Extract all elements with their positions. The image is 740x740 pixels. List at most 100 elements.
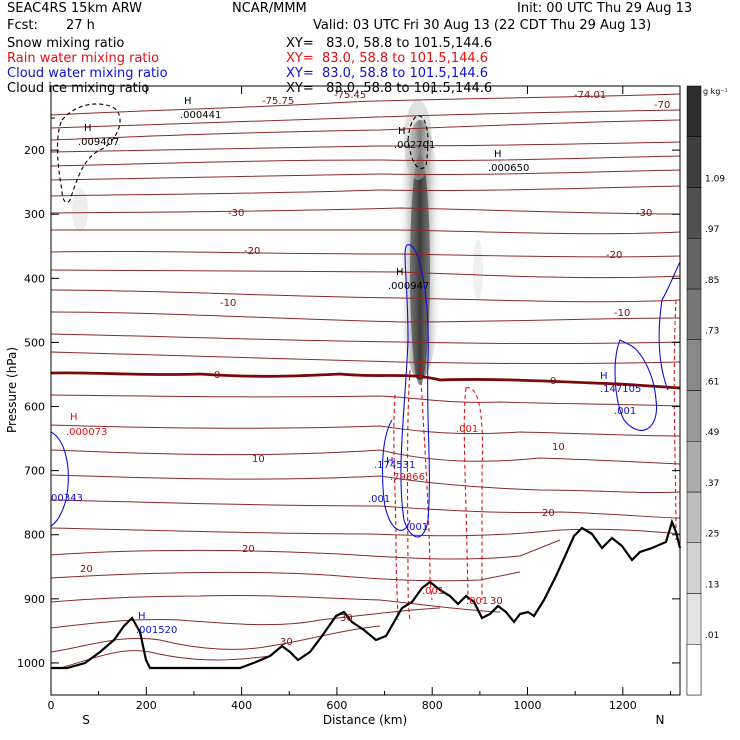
maximum-value-label: 00343 [51, 493, 83, 504]
temperature-isotherm [51, 571, 521, 582]
maximum-value-label: .001 [456, 424, 478, 435]
colorbar-bin [686, 542, 702, 594]
isotherm-label: 20 [242, 544, 255, 555]
temperature-isotherm [51, 250, 680, 258]
isotherm-label: -20 [244, 246, 260, 257]
maximum-value-label: .009407 [78, 137, 119, 148]
x-tick-label: 600 [326, 699, 347, 712]
isotherm-label: 30 [340, 613, 353, 624]
y-tick-label: 600 [24, 401, 45, 414]
colorbar-label: .49 [705, 428, 720, 438]
maximum-marker: H [494, 149, 502, 160]
cloud-water-contour [400, 244, 430, 538]
isotherm-label: 10 [552, 442, 565, 453]
maximum-value-label: .001520 [136, 625, 177, 636]
temperature-isotherm [51, 269, 680, 279]
colorbar-bin [686, 390, 702, 442]
y-tick-label: 200 [24, 144, 45, 157]
temperature-contours [51, 93, 680, 669]
maximum-value-label: .002701 [394, 140, 435, 151]
snow-contour [57, 103, 121, 203]
isotherm-label: -10 [220, 298, 236, 309]
colorbar-label: .85 [705, 276, 719, 286]
y-tick-label: 400 [24, 272, 45, 285]
field-xy-cloudice: XY= 83.0, 58.8 to 101.5,144.6 [286, 81, 493, 96]
isotherm-label: 30 [280, 637, 293, 648]
snow-contour [407, 115, 429, 169]
temperature-isotherm [51, 229, 680, 235]
colorbar-bin [686, 339, 702, 391]
x-tick-label: 1200 [609, 699, 637, 712]
rain-water-contour [393, 394, 399, 621]
x-axis: 0 200 400 600 800 1000 1200 [48, 86, 671, 712]
maximum-value-label: .000650 [488, 163, 529, 174]
temperature-isotherm [51, 119, 680, 141]
x-tick-label: 0 [48, 699, 55, 712]
temperature-isotherm [51, 474, 680, 494]
temperature-isotherm [51, 607, 441, 629]
init-time: Init: 00 UTC Thu 29 Aug 13 [517, 1, 693, 16]
temperature-isotherm [51, 351, 680, 364]
isotherm-label: 10 [252, 454, 265, 465]
isotherm-label: 0 [550, 376, 556, 387]
maximum-value-label: .001 [368, 494, 390, 505]
field-name-snow: Snow mixing ratio [7, 36, 125, 51]
temperature-isotherm [51, 499, 680, 519]
mixing-ratio-contours [51, 103, 680, 621]
temperature-isotherm [51, 93, 680, 116]
model-title: SEAC4RS 15km ARW [7, 1, 143, 16]
colorbar-bin [686, 187, 702, 239]
colorbar-label: .97 [705, 225, 719, 235]
field-xy-snow: XY= 83.0, 58.8 to 101.5,144.6 [286, 36, 493, 51]
isotherm-label: 0 [214, 370, 220, 381]
colorbar-bin [686, 491, 702, 543]
faint-shading-left [72, 188, 88, 232]
maximum-marker: H [398, 126, 406, 137]
maximum-value-label: .001 [422, 586, 444, 597]
fcst-label: Fcst: [7, 18, 38, 33]
colorbar-label: .61 [705, 377, 719, 387]
maximum-value-label: .147105 [600, 384, 641, 395]
cloud-water-contour [51, 431, 69, 527]
maximum-marker: H [138, 611, 146, 622]
temperature-isotherm [51, 424, 680, 437]
maximum-marker: H [386, 456, 394, 467]
isotherm-label: -74.01 [574, 90, 606, 101]
colorbar-label: 1.09 [705, 174, 725, 184]
valid-time: Valid: 03 UTC Fri 30 Aug 13 (22 CDT Thu … [313, 18, 652, 33]
fcst-value: 27 h [66, 18, 95, 33]
isotherm-label: 20 [80, 564, 93, 575]
colorbar-bin [686, 288, 702, 340]
x-end-label-north: N [656, 713, 665, 727]
temperature-isotherm [51, 311, 680, 323]
temperature-isotherm [51, 539, 561, 560]
colorbar-bin [686, 441, 702, 493]
temperature-isotherm [51, 625, 381, 653]
colorbar-label: .13 [705, 580, 719, 590]
colorbar-label: .37 [705, 479, 719, 489]
isotherm-label: -30 [636, 208, 652, 219]
plume-shading-core [410, 155, 430, 385]
rain-water-contour [406, 369, 411, 621]
isotherm-label: 30 [490, 596, 503, 607]
temperature-isotherm [51, 449, 680, 465]
cloud-water-contour [614, 339, 658, 431]
y-axis-label: Pressure (hPa) [5, 347, 19, 433]
maximum-marker: H [600, 371, 608, 382]
colorbar-unit: g kg⁻¹ [703, 87, 728, 96]
temperature-isotherm [51, 155, 680, 167]
x-tick-label: 800 [422, 699, 443, 712]
maximum-value-label: .001 [614, 406, 636, 417]
colorbar-label: .73 [705, 327, 719, 337]
maximum-marker: H [396, 267, 404, 278]
maximum-marker: H [84, 123, 92, 134]
colorbar-bin [686, 238, 702, 290]
y-tick-label: 900 [24, 593, 45, 606]
x-tick-label: 400 [231, 699, 252, 712]
terrain-line [51, 518, 682, 670]
maximum-value-label: .000947 [388, 281, 429, 292]
colorbar-bin [686, 85, 702, 137]
colorbar-label: .01 [705, 631, 719, 641]
rain-water-contour [463, 387, 484, 601]
